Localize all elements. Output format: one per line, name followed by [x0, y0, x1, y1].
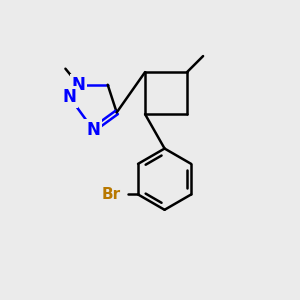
Text: N: N: [86, 121, 100, 139]
Text: Br: Br: [101, 187, 121, 202]
Text: N: N: [63, 88, 76, 106]
Text: N: N: [72, 76, 86, 94]
